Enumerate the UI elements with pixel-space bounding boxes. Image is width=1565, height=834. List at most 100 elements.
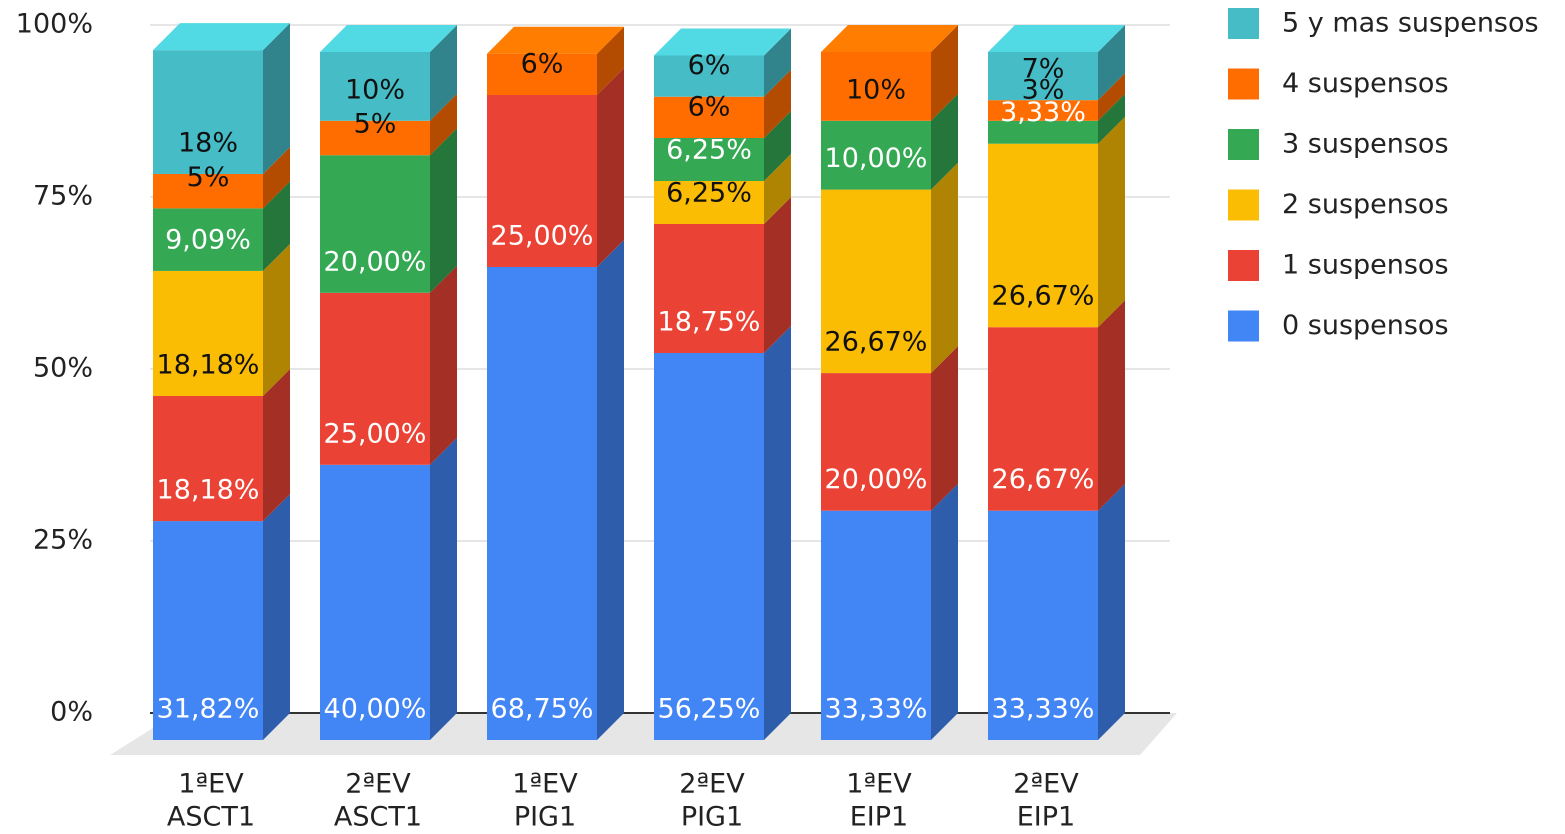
legend-swatch	[1228, 310, 1259, 342]
bar-face	[988, 143, 1098, 328]
x-tick-label: PIG1	[514, 802, 576, 833]
value-label: 25,00%	[491, 221, 594, 252]
bar-face	[430, 437, 457, 740]
value-label: 18,18%	[157, 350, 260, 381]
bar-face	[821, 25, 958, 52]
x-tick-label: ASCT1	[167, 802, 255, 833]
bar-face	[320, 464, 430, 740]
value-label: 6%	[521, 49, 564, 80]
bar-segment	[988, 116, 1125, 328]
x-tick-label: 2ªEV	[1013, 769, 1079, 800]
bar-face	[263, 494, 290, 740]
value-label: 18%	[178, 127, 238, 158]
bar-face	[1098, 25, 1125, 101]
bar-segment	[654, 69, 791, 138]
bar-face	[597, 26, 624, 95]
bar-segment	[988, 25, 1125, 101]
value-label: 5%	[354, 109, 397, 140]
bar-face	[654, 96, 764, 138]
bar-face	[263, 243, 290, 396]
bar-segment	[988, 73, 1125, 121]
value-label: 3,33%	[1000, 97, 1086, 128]
bar-face	[263, 369, 290, 522]
legend-label: 0 suspensos	[1282, 310, 1449, 341]
bar-face	[1098, 300, 1125, 511]
bar-face	[153, 396, 263, 522]
bar-face	[597, 240, 624, 740]
value-label: 10%	[345, 74, 405, 105]
bar-face	[487, 95, 597, 267]
bar-segment	[821, 162, 958, 374]
legend-swatch	[1228, 189, 1259, 221]
value-label: 20,00%	[825, 464, 928, 495]
bar-face	[263, 181, 290, 271]
bar-face	[988, 100, 1098, 121]
bar-face	[654, 55, 764, 97]
value-label: 9,09%	[165, 224, 251, 255]
bar-face	[430, 265, 457, 465]
bar-face	[931, 483, 958, 740]
value-label: 56,25%	[658, 694, 761, 725]
bar-face	[1098, 73, 1125, 121]
bar-segment	[654, 197, 791, 353]
legend-label: 5 y mas suspensos	[1282, 8, 1539, 39]
bar-face	[654, 181, 764, 224]
value-label: 6,25%	[666, 178, 752, 209]
x-tick-label: EIP1	[850, 802, 908, 833]
bar-face	[988, 120, 1098, 144]
legend-swatch	[1228, 250, 1259, 281]
value-label: 6,25%	[666, 135, 752, 166]
y-tick-label: 100%	[16, 9, 93, 40]
bar-segment	[153, 369, 290, 522]
x-tick-label: 1ªEV	[846, 769, 912, 800]
x-tick-label: PIG1	[681, 802, 743, 833]
bar-face	[988, 52, 1098, 101]
bar-face	[430, 93, 457, 156]
bar-face	[764, 111, 791, 181]
bar-face	[320, 25, 457, 52]
x-tick-label: 1ªEV	[178, 769, 244, 800]
value-label: 18,18%	[157, 475, 260, 506]
bar-segment	[153, 146, 290, 209]
bar-segment	[320, 93, 457, 156]
bar-segment	[320, 437, 457, 740]
legend-swatch	[1228, 129, 1259, 160]
bar-face	[764, 154, 791, 224]
bar-face	[764, 28, 791, 97]
bar-face	[821, 189, 931, 374]
bar-face	[821, 120, 931, 190]
value-label: 33,33%	[992, 694, 1095, 725]
value-label: 20,00%	[324, 246, 427, 277]
x-tick-label: EIP1	[1017, 802, 1075, 833]
legend-label: 2 suspensos	[1282, 189, 1449, 220]
bar-segment	[487, 26, 624, 95]
bar-face	[263, 23, 290, 174]
bar-segment	[153, 23, 290, 174]
value-label: 7%	[1022, 54, 1065, 85]
bar-segment	[153, 494, 290, 740]
bar-face	[153, 23, 290, 51]
bar-face	[153, 50, 263, 174]
value-label: 26,67%	[992, 281, 1095, 312]
bar-segment	[988, 483, 1125, 740]
bar-face	[153, 270, 263, 396]
bar-face	[153, 173, 263, 209]
value-label: 26,67%	[825, 327, 928, 358]
bar-face	[654, 138, 764, 181]
bar-segment	[821, 346, 958, 511]
bar-face	[931, 346, 958, 511]
bar-face	[821, 373, 931, 511]
y-tick-label: 0%	[50, 697, 93, 728]
bar-face	[153, 208, 263, 271]
bar-segment	[654, 154, 791, 224]
bar-face	[1098, 483, 1125, 740]
bar-face	[988, 510, 1098, 740]
bar-face	[320, 120, 430, 156]
bar-segment	[654, 111, 791, 181]
legend-label: 4 suspensos	[1282, 68, 1449, 99]
value-label: 31,82%	[157, 694, 260, 725]
bar-segment	[821, 483, 958, 740]
bar-face	[654, 28, 791, 56]
bar-segment	[654, 28, 791, 97]
